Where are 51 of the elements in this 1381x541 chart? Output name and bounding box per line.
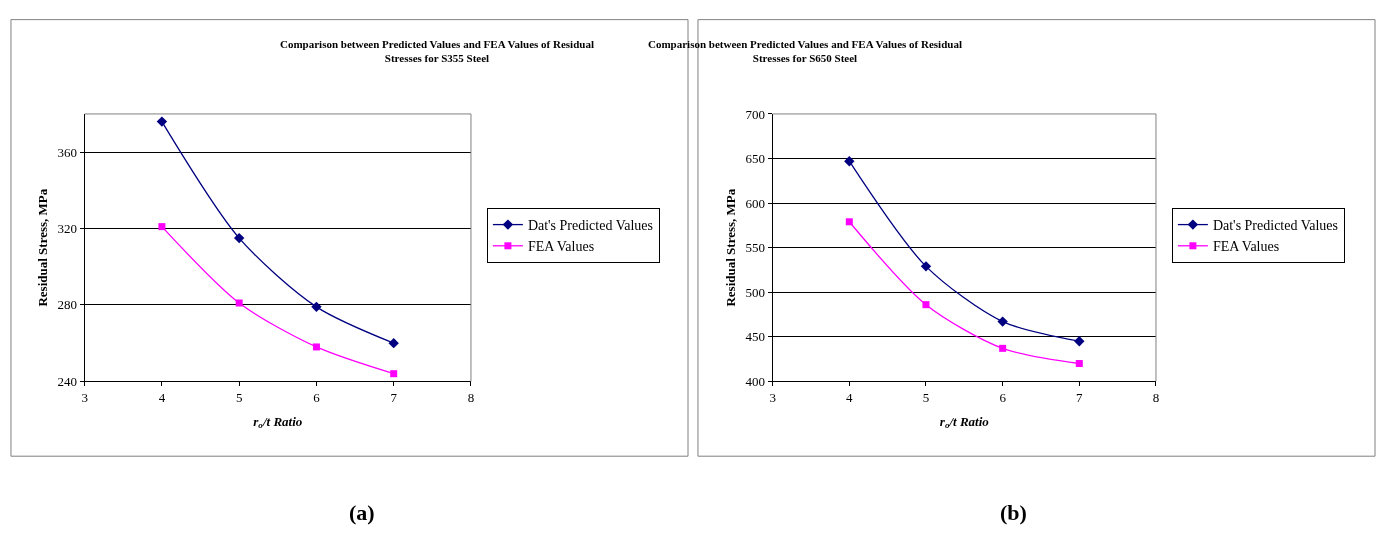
y-tick-label: 280 (57, 297, 78, 313)
point (235, 299, 243, 307)
x-tick-label: 3 (769, 389, 776, 405)
y-tick-label: 400 (745, 373, 766, 389)
point (844, 155, 855, 167)
point (845, 218, 853, 226)
point (156, 116, 168, 127)
y-tick-label: 700 (745, 106, 766, 122)
x-tick-label: 7 (390, 389, 398, 405)
legend-label: FEA Values (1212, 239, 1280, 255)
x-axis-title: r$_{o}$/t Ratio (939, 413, 990, 431)
x-tick-label: 6 (999, 389, 1007, 405)
point (233, 232, 245, 244)
chart-title: Comparison between Predicted Values and FEA Values of Residual Stresses for S650 Steel (648, 38, 962, 65)
x-tick-label: 8 (467, 389, 475, 405)
y-tick-label: 240 (57, 373, 78, 389)
legend-label: Dat's Predicted Values (527, 218, 654, 234)
legend-label: Dat's Predicted Values (1212, 218, 1339, 234)
point (388, 337, 399, 349)
point (312, 343, 320, 351)
y-tick-label: 650 (745, 151, 766, 167)
x-tick-label: 5 (922, 389, 930, 405)
x-tick-label: 7 (1076, 389, 1084, 405)
x-tick-label: 8 (1152, 389, 1160, 405)
point (997, 316, 1008, 327)
x-tick-label: 6 (313, 389, 321, 405)
y-axis-title: Residual Stress, MPa (35, 188, 51, 307)
y-tick-label: 500 (745, 284, 766, 300)
y-tick-label: 360 (57, 144, 78, 160)
text: (b) (1000, 500, 1027, 525)
x-tick-label: 4 (158, 389, 166, 405)
point (1075, 360, 1083, 367)
point (922, 301, 930, 309)
point (920, 261, 932, 272)
point (311, 301, 322, 313)
y-tick-label: 550 (745, 240, 766, 256)
y-tick-label: 600 (745, 195, 766, 211)
x-tick-label: 3 (81, 389, 88, 405)
point (999, 344, 1007, 352)
y-axis-title: Residual Stress, MPa (723, 188, 739, 307)
x-tick-label: 4 (846, 389, 854, 405)
y-tick-label: 450 (745, 329, 766, 345)
y-tick-label: 320 (57, 221, 78, 237)
x-tick-label: 5 (235, 389, 243, 405)
point (390, 370, 398, 378)
point (1074, 336, 1085, 347)
chart-title: Comparison between Predicted Values and FEA Values of Residual Stresses for S355 Steel (280, 38, 594, 65)
legend-label: FEA Values (527, 239, 595, 255)
x-axis-title: r$_{o}$/t Ratio (253, 413, 303, 431)
text: (a) (349, 500, 375, 525)
point (158, 223, 166, 231)
